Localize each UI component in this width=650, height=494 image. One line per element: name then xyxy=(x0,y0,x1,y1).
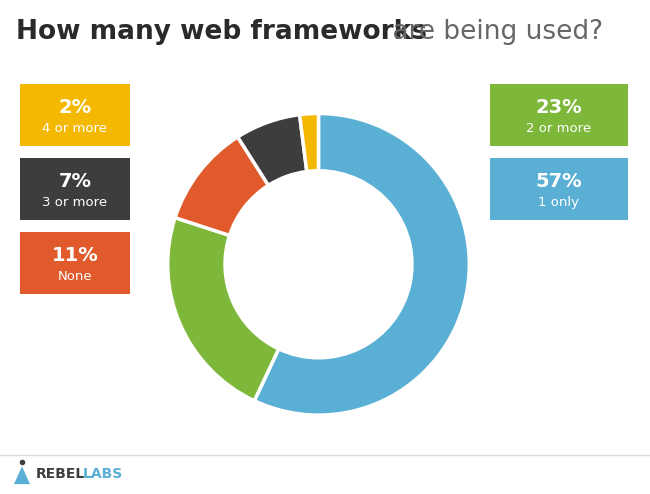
Text: LABS: LABS xyxy=(83,467,124,481)
Bar xyxy=(490,158,628,220)
Bar xyxy=(20,84,130,146)
Bar xyxy=(20,158,130,220)
Text: 7%: 7% xyxy=(58,172,92,191)
Text: None: None xyxy=(58,270,92,284)
Text: REBEL: REBEL xyxy=(36,467,85,481)
Polygon shape xyxy=(14,466,30,484)
Wedge shape xyxy=(254,114,469,415)
Text: How many web frameworks: How many web frameworks xyxy=(16,19,427,45)
Wedge shape xyxy=(238,115,307,185)
Bar xyxy=(20,232,130,294)
Bar xyxy=(490,84,628,146)
Text: 1 only: 1 only xyxy=(538,196,580,209)
Text: 3 or more: 3 or more xyxy=(42,196,107,209)
Text: 23%: 23% xyxy=(536,98,582,117)
Text: 2 or more: 2 or more xyxy=(526,123,592,135)
Text: 11%: 11% xyxy=(51,247,98,265)
Text: 2%: 2% xyxy=(58,98,92,117)
Wedge shape xyxy=(168,218,279,401)
Text: 4 or more: 4 or more xyxy=(42,123,107,135)
Wedge shape xyxy=(300,114,318,171)
Text: are being used?: are being used? xyxy=(384,19,603,45)
Text: 57%: 57% xyxy=(536,172,582,191)
Wedge shape xyxy=(175,137,268,236)
